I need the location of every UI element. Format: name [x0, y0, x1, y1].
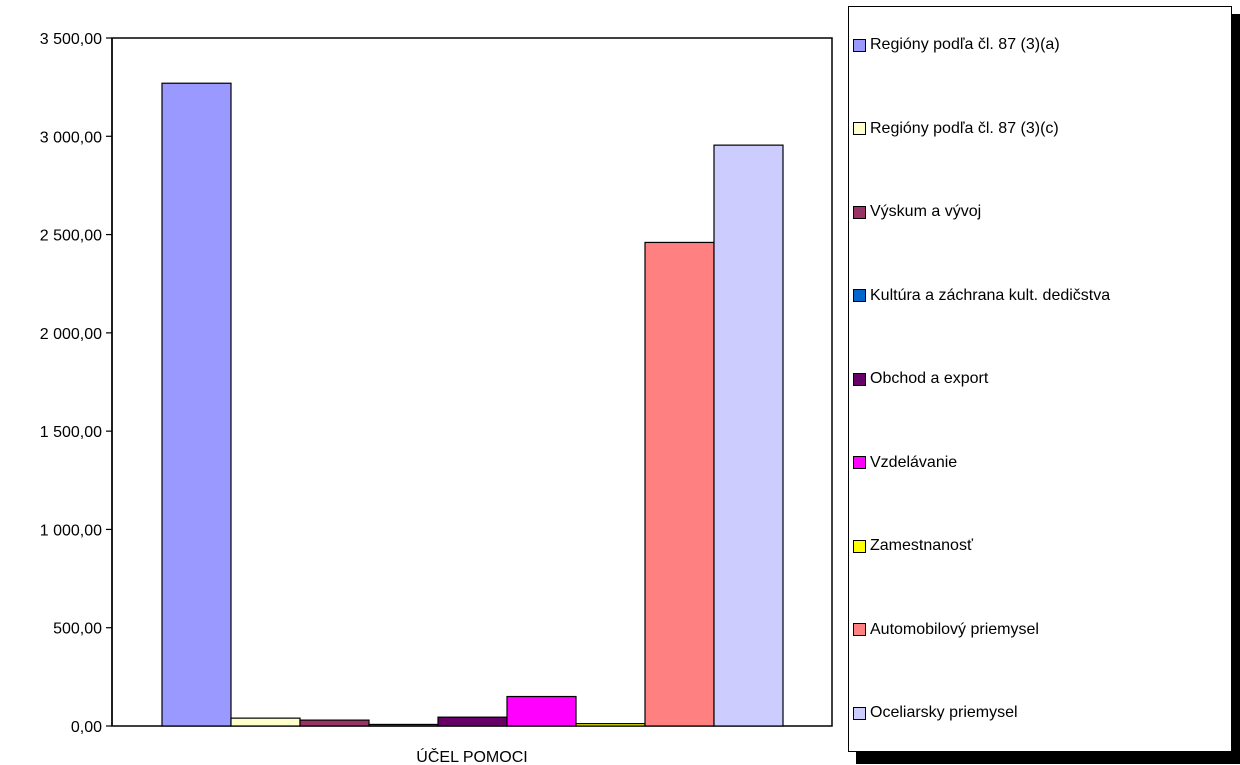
- bar: [161, 82, 232, 727]
- plot-area: 0,00 500,00 1 000,00 1 500,00 2 000,00 2 500,…: [40, 31, 833, 736]
- legend-swatch: [853, 289, 866, 302]
- legend-label: Obchod a export: [870, 370, 989, 387]
- legend-label: Kultúra a záchrana kult. dedičstva: [870, 286, 1111, 304]
- legend-label: Regióny podľa čl. 87 (3)(c): [870, 119, 1059, 137]
- legend-swatch: [853, 122, 866, 135]
- bar: [644, 241, 715, 727]
- legend-label: Zamestnanosť: [870, 537, 973, 554]
- y-tick-label: 0,00: [71, 719, 102, 736]
- bar: [713, 144, 784, 727]
- legend-swatch: [853, 205, 866, 219]
- legend-item: Obchod a export: [853, 369, 988, 389]
- x-axis-title: ÚČEL POMOCI: [416, 747, 527, 765]
- legend-swatch: [853, 372, 866, 386]
- legend-swatch: [853, 706, 866, 720]
- y-axis: 0,00 500,00 1 000,00 1 500,00 2 000,00 2 500,…: [40, 31, 112, 736]
- bar: [575, 723, 646, 727]
- bar: [299, 719, 370, 727]
- legend-label: Výskum a vývoj: [870, 203, 982, 220]
- legend-label: Regióny podľa čl. 87 (3)(a): [870, 36, 1060, 53]
- legend-swatch: [853, 456, 866, 469]
- y-tick-label: 2 500,00: [40, 228, 102, 245]
- legend-item: Oceliarsky priemysel: [853, 703, 1018, 723]
- legend-item: Regióny podľa čl. 87 (3)(a): [853, 35, 1060, 55]
- bar: [506, 695, 577, 727]
- bars: [161, 82, 784, 727]
- legend-swatch: [853, 623, 866, 636]
- y-tick-label: 1 000,00: [40, 522, 102, 539]
- legend-item: Kultúra a záchrana kult. dedičstva: [853, 286, 1110, 306]
- y-tick-label: 500,00: [53, 621, 102, 638]
- legend-label: Vzdelávanie: [870, 453, 958, 471]
- legend-swatch: [853, 539, 866, 553]
- bar: [230, 717, 301, 727]
- y-tick-label: 3 000,00: [40, 129, 102, 146]
- legend-item: Vzdelávanie: [853, 453, 957, 473]
- y-tick-label: 3 500,00: [40, 31, 102, 48]
- legend-item: Automobilový priemysel: [853, 620, 1039, 640]
- legend-label: Automobilový priemysel: [870, 620, 1039, 638]
- legend-item: Výskum a vývoj: [853, 202, 981, 222]
- bar: [437, 716, 508, 727]
- legend-swatch: [853, 38, 866, 52]
- y-tick-label: 2 000,00: [40, 326, 102, 343]
- legend: Regióny podľa čl. 87 (3)(a) Regióny podľa…: [848, 6, 1232, 752]
- legend-item: Regióny podľa čl. 87 (3)(c): [853, 119, 1059, 139]
- bar: [368, 723, 439, 727]
- legend-item: Zamestnanosť: [853, 536, 973, 556]
- y-tick-label: 1 500,00: [40, 424, 102, 441]
- legend-label: Oceliarsky priemysel: [870, 704, 1018, 721]
